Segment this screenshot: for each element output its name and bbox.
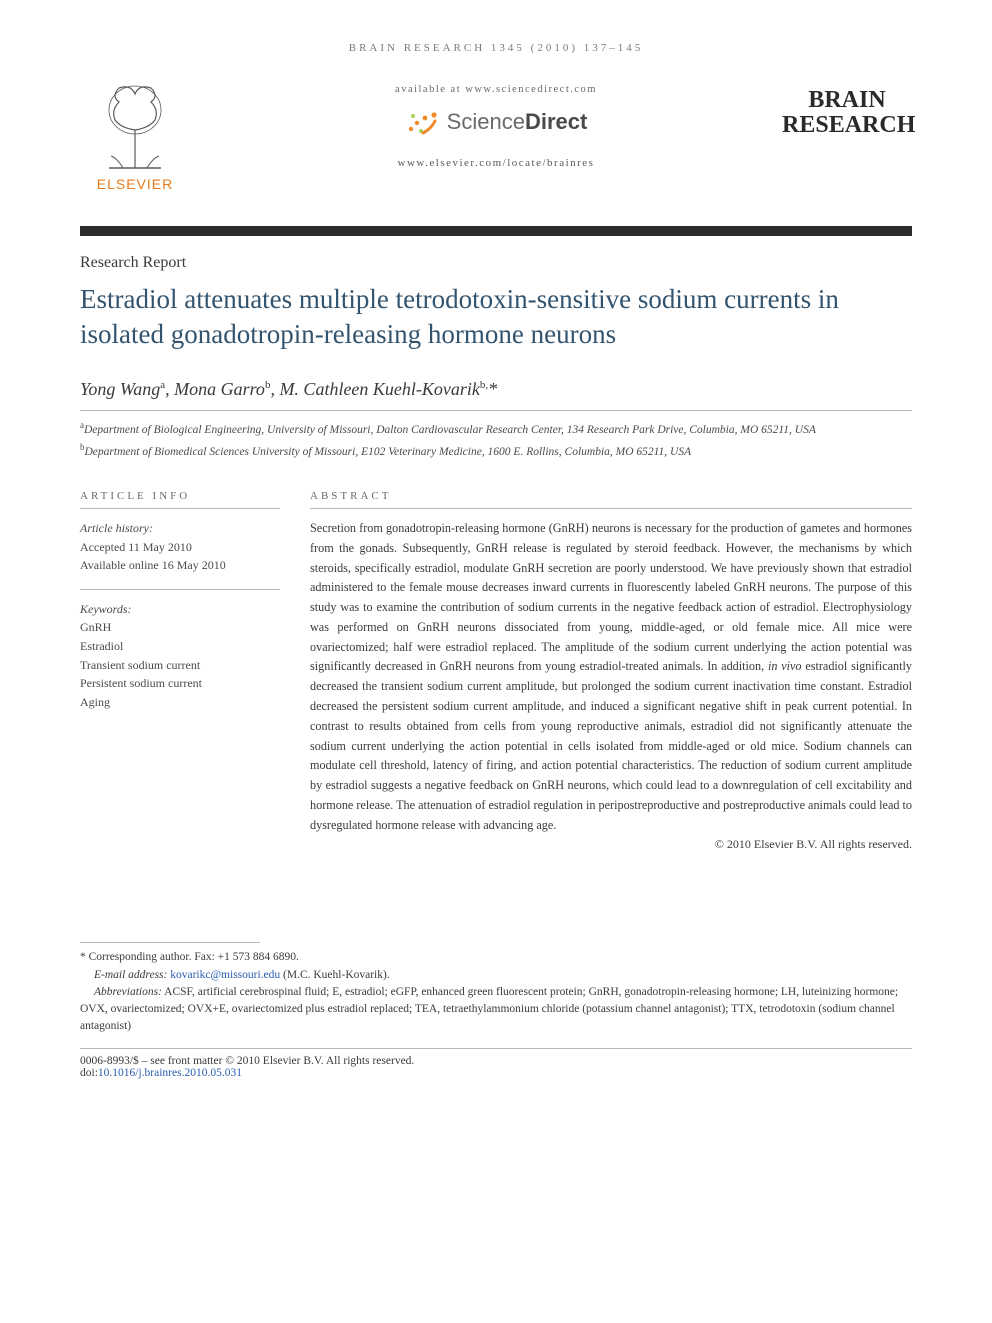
elsevier-wordmark: ELSEVIER: [80, 176, 190, 192]
sd-word-bold: Direct: [525, 109, 587, 134]
corr-label: * Corresponding author.: [80, 951, 191, 963]
accepted-date: Accepted 11 May 2010: [80, 538, 280, 557]
available-at: available at www.sciencedirect.com: [316, 84, 676, 95]
running-head: BRAIN RESEARCH 1345 (2010) 137–145: [80, 42, 912, 54]
sd-word-light: Science: [447, 109, 525, 134]
email-line: E-mail address: kovarikc@missouri.edu (M…: [80, 967, 912, 984]
sciencedirect-wordmark: ScienceDirect: [447, 109, 588, 135]
sciencedirect-mark-icon: [405, 107, 441, 137]
doi-line: doi:10.1016/j.brainres.2010.05.031: [80, 1067, 912, 1079]
abstract-column: ABSTRACT Secretion from gonadotropin-rel…: [310, 490, 912, 852]
masthead-center: available at www.sciencedirect.com Scien…: [316, 84, 676, 169]
abbreviations: Abbreviations: ACSF, artificial cerebros…: [80, 984, 912, 1036]
doi-link[interactable]: 10.1016/j.brainres.2010.05.031: [98, 1067, 242, 1079]
journal-title-line1: BRAIN: [782, 88, 912, 113]
abbrev-body: ACSF, artificial cerebrospinal fluid; E,…: [80, 986, 898, 1033]
author-list: Yong Wanga, Mona Garrob, M. Cathleen Kue…: [80, 379, 912, 400]
email-link[interactable]: kovarikc@missouri.edu: [170, 969, 280, 981]
info-rule-1: [80, 508, 280, 509]
journal-title-line2: RESEARCH: [782, 113, 912, 138]
abstract-copyright: © 2010 Elsevier B.V. All rights reserved…: [310, 837, 912, 852]
abstract-rule: [310, 508, 912, 509]
footer-rule: [80, 1048, 912, 1049]
paper-title: Estradiol attenuates multiple tetrodotox…: [80, 282, 912, 351]
keyword: Aging: [80, 693, 280, 712]
locate-url: www.elsevier.com/locate/brainres: [316, 157, 676, 169]
keyword: Persistent sodium current: [80, 674, 280, 693]
article-info-column: ARTICLE INFO Article history: Accepted 1…: [80, 490, 280, 852]
abbrev-label: Abbreviations:: [94, 986, 162, 998]
elsevier-logo-block: ELSEVIER: [80, 80, 190, 192]
keyword: GnRH: [80, 618, 280, 637]
keywords-label: Keywords:: [80, 600, 280, 619]
author-rule: [80, 410, 912, 411]
keyword: Estradiol: [80, 637, 280, 656]
footnotes: * Corresponding author. Fax: +1 573 884 …: [80, 949, 912, 1035]
masthead-rule: [80, 226, 912, 236]
corresponding-author: * Corresponding author. Fax: +1 573 884 …: [80, 949, 912, 966]
masthead: ELSEVIER available at www.sciencedirect.…: [80, 80, 912, 220]
abstract-head: ABSTRACT: [310, 490, 912, 502]
sciencedirect-logo: ScienceDirect: [316, 107, 676, 137]
history-label: Article history:: [80, 519, 280, 538]
elsevier-tree-icon: [91, 80, 179, 174]
footnote-rule: [80, 942, 260, 943]
email-label: E-mail address:: [94, 969, 167, 981]
corr-fax: Fax: +1 573 884 6890.: [194, 951, 299, 963]
affiliation: aDepartment of Biological Engineering, U…: [80, 419, 912, 439]
affiliation: bDepartment of Biomedical Sciences Unive…: [80, 441, 912, 461]
info-rule-2: [80, 589, 280, 590]
keyword: Transient sodium current: [80, 656, 280, 675]
article-info-head: ARTICLE INFO: [80, 490, 280, 502]
section-label: Research Report: [80, 254, 912, 272]
email-paren: (M.C. Kuehl-Kovarik).: [283, 969, 390, 981]
journal-title-block: BRAIN RESEARCH: [782, 88, 912, 138]
abstract-body: Secretion from gonadotropin-releasing ho…: [310, 519, 912, 835]
front-matter: 0006-8993/$ – see front matter © 2010 El…: [80, 1055, 912, 1067]
doi-prefix: doi:: [80, 1067, 98, 1079]
online-date: Available online 16 May 2010: [80, 556, 280, 575]
